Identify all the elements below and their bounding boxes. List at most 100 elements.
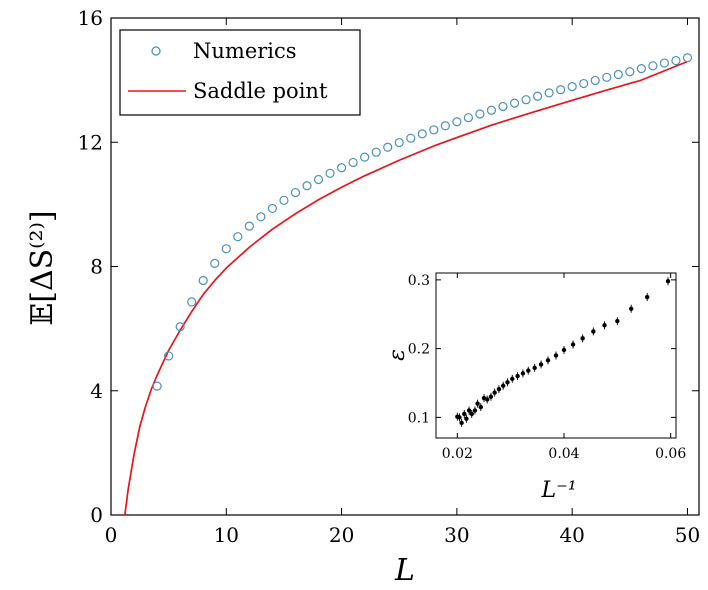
inset-point: [501, 383, 506, 388]
numerics-point: [613, 69, 623, 80]
numerics-point: [682, 53, 693, 63]
main-y-tick-labels: 0 4 8 12 16: [78, 6, 103, 527]
inset-point: [615, 318, 620, 324]
inset-point: [469, 411, 474, 417]
numerics-point: [625, 67, 635, 77]
numerics-point: [590, 75, 600, 86]
numerics-point: [360, 152, 370, 162]
numerics-point: [463, 113, 474, 123]
numerics-point: [475, 109, 485, 119]
numerics-point: [486, 105, 497, 115]
numerics-point: [198, 275, 208, 286]
inset-point: [545, 358, 551, 363]
inset-point: [488, 394, 494, 399]
inset-point: [462, 411, 467, 417]
inset-point: [645, 294, 650, 300]
x-tick-label: 10: [214, 523, 239, 547]
inset-point: [481, 395, 487, 401]
inset-point: [538, 362, 544, 367]
numerics-point: [210, 258, 220, 268]
numerics-point: [371, 147, 381, 157]
numerics-point: [221, 244, 231, 254]
numerics-point: [244, 221, 254, 231]
numerics-point: [509, 98, 520, 108]
numerics-point: [440, 121, 450, 131]
inset-y-tick-labels: 0.1 0.2 0.3: [408, 273, 430, 427]
inset-plot-frame: [435, 272, 677, 439]
saddle-point-line: [123, 60, 688, 515]
x-tick-label: 30: [444, 523, 469, 547]
x-tick-label: 50: [675, 523, 700, 547]
inset-point: [505, 380, 510, 385]
main-plot-series: [123, 53, 693, 515]
x-tick-label: 0: [105, 523, 118, 547]
numerics-point: [636, 64, 646, 74]
numerics-point: [187, 297, 197, 307]
inset-point: [464, 416, 469, 421]
inset-point: [580, 336, 585, 341]
x-axis-title: L: [394, 553, 415, 588]
numerics-point: [579, 78, 589, 89]
numerics-point: [567, 82, 577, 92]
inset-y-tick-label: 0.2: [408, 342, 430, 358]
numerics-point: [394, 137, 404, 148]
inset-axis-ticks: [436, 273, 676, 438]
legend-label-saddle-point: Saddle point: [193, 79, 328, 103]
inset-point: [496, 386, 502, 392]
numerics-point: [302, 181, 312, 191]
inset-point: [532, 365, 537, 371]
inset-point: [526, 368, 531, 373]
numerics-point: [452, 117, 462, 127]
inset-x-tick-label: 0.06: [655, 446, 686, 462]
inset-point: [602, 323, 607, 328]
numerics-point: [152, 381, 162, 391]
y-tick-label: 4: [90, 379, 103, 403]
inset-point: [591, 329, 596, 334]
y-tick-label: 16: [78, 6, 103, 30]
legend: Numerics Saddle point: [119, 29, 361, 116]
legend-box: [119, 29, 361, 116]
inset-point: [472, 408, 478, 413]
inset-point: [561, 347, 567, 353]
y-axis-title: 𝔼[ΔS⁽²⁾]: [25, 210, 60, 325]
y-tick-label: 8: [90, 255, 103, 279]
inset-y-axis-title: ε: [385, 349, 410, 361]
numerics-point: [648, 61, 658, 71]
numerics-point: [256, 212, 266, 222]
numerics-point: [498, 101, 508, 112]
inset-point: [629, 306, 634, 311]
numerics-point: [290, 187, 301, 198]
inset-x-axis-title: L⁻¹: [540, 478, 576, 503]
numerics-point: [659, 58, 670, 68]
numerics-point: [532, 91, 543, 101]
numerics-point: [336, 163, 347, 173]
legend-label-numerics: Numerics: [193, 39, 297, 63]
main-axis-ticks: [110, 17, 699, 516]
numerics-point: [267, 203, 278, 214]
inset-point: [492, 390, 497, 395]
inset-x-tick-label: 0.04: [548, 446, 579, 462]
numerics-point: [348, 157, 358, 168]
inset-point: [520, 371, 526, 376]
x-tick-label: 20: [329, 523, 354, 547]
numerics-point: [325, 168, 335, 178]
numerics-point: [544, 88, 554, 98]
inset-point: [475, 401, 480, 406]
numerics-point: [602, 72, 612, 82]
y-tick-label: 0: [90, 503, 103, 527]
inset-point: [515, 373, 520, 379]
inset-point: [510, 376, 515, 382]
inset-y-tick-label: 0.3: [408, 273, 430, 289]
legend-marker-numerics: [151, 46, 161, 56]
inset-point: [459, 420, 464, 426]
numerics-point: [175, 322, 185, 332]
inset-point: [665, 279, 671, 284]
inset-point: [553, 353, 559, 358]
y-tick-label: 12: [78, 130, 103, 154]
numerics-point: [556, 85, 566, 95]
numerics-point: [313, 174, 324, 185]
numerics-point: [279, 195, 289, 205]
inset-x-tick-labels: 0.02 0.04 0.06: [442, 446, 687, 462]
inset-point: [570, 342, 576, 347]
